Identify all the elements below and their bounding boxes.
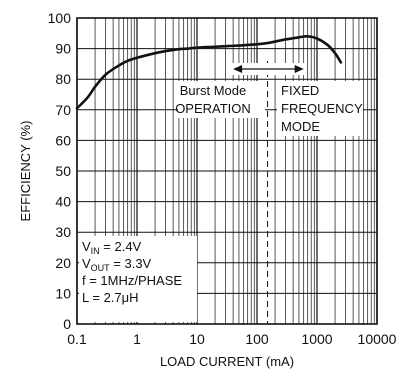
condition-frequency: f = 1MHz/PHASE (82, 273, 182, 288)
x-tick-label: 0.1 (67, 331, 87, 347)
condition-vin-value: = 2.4V (100, 239, 142, 254)
x-tick-labels: 0.1 1 10 100 1000 10000 (67, 331, 396, 347)
x-tick-label: 10 (189, 331, 205, 347)
x-tick-label: 1 (133, 331, 141, 347)
condition-vout-symbol: V (82, 256, 91, 271)
burst-mode-label-bg (178, 81, 265, 118)
condition-vin: VIN = 2.4V (82, 239, 142, 256)
y-tick-label: 40 (55, 194, 71, 210)
y-tick-labels: 0 10 20 30 40 50 60 70 80 90 100 (48, 10, 72, 332)
condition-inductor: L = 2.7μH (82, 290, 139, 305)
y-tick-label: 80 (55, 71, 71, 87)
condition-vout-value: = 3.3V (110, 256, 152, 271)
y-tick-label: 10 (55, 285, 71, 301)
fixed-mode-label-line2: FREQUENCY (281, 101, 363, 116)
y-tick-label: 0 (63, 316, 71, 332)
conditions-box-bg (79, 236, 197, 322)
y-tick-label: 90 (55, 41, 71, 57)
condition-vin-subscript: IN (91, 246, 100, 256)
condition-vout-subscript: OUT (91, 263, 111, 273)
condition-vin-symbol: V (82, 239, 91, 254)
x-tick-label: 10000 (358, 331, 397, 347)
x-axis-title: LOAD CURRENT (mA) (160, 354, 294, 369)
arrow-head-right (294, 65, 304, 73)
efficiency-curve (75, 35, 343, 110)
y-tick-label: 60 (55, 132, 71, 148)
burst-mode-label-line1: Burst Mode (180, 83, 246, 98)
condition-vout: VOUT = 3.3V (82, 256, 152, 273)
plot-frame (76, 17, 378, 325)
fixed-mode-label-bg (277, 81, 363, 136)
x-tick-label: 1000 (301, 331, 332, 347)
y-tick-label: 30 (55, 224, 71, 240)
fixed-mode-label-line1: FIXED (281, 83, 319, 98)
transition-arrow (231, 63, 306, 75)
x-tick-label: 100 (245, 331, 269, 347)
y-axis-title: EFFICIENCY (%) (18, 121, 33, 222)
fixed-mode-label-line3: MODE (281, 119, 320, 134)
y-tick-label: 20 (55, 255, 71, 271)
arrow-head-left (233, 65, 243, 73)
y-tick-label: 70 (55, 102, 71, 118)
y-tick-label: 50 (55, 163, 71, 179)
burst-mode-label-line2: OPERATION (175, 101, 251, 116)
y-tick-label: 100 (48, 10, 72, 26)
